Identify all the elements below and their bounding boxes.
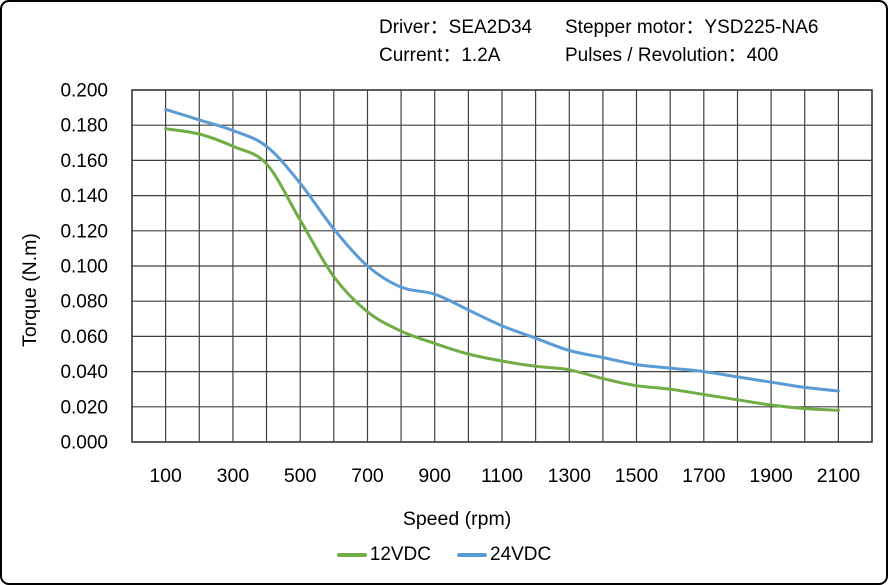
x-tick-label: 900 xyxy=(418,465,451,487)
motor-info: Stepper motor：YSD225-NA6 xyxy=(565,17,819,38)
series-line-12vdc xyxy=(164,127,840,412)
y-tick-label: 0.160 xyxy=(60,151,108,172)
y-tick-label: 0.040 xyxy=(60,362,108,383)
y-tick-label: 0.120 xyxy=(60,221,108,242)
chart-legend: 12VDC 24VDC xyxy=(2,545,886,565)
legend-swatch-12vdc xyxy=(336,553,367,557)
legend-label-12vdc: 12VDC xyxy=(369,544,431,565)
y-tick-label: 0.060 xyxy=(60,327,108,348)
x-tick-label: 100 xyxy=(149,465,182,487)
x-tick-label: 300 xyxy=(217,465,250,487)
y-tick-label: 0.140 xyxy=(60,186,108,207)
y-axis-title: Torque (N.m) xyxy=(19,233,41,347)
x-tick-label: 1100 xyxy=(481,465,523,487)
x-tick-label: 1900 xyxy=(749,465,793,487)
x-tick-label: 1700 xyxy=(682,465,726,487)
x-tick-label: 1500 xyxy=(615,465,659,487)
legend-item-12vdc: 12VDC xyxy=(336,544,431,565)
y-tick-label: 0.020 xyxy=(60,397,108,418)
x-tick-label: 2100 xyxy=(817,465,861,487)
x-tick-label: 1300 xyxy=(548,465,592,487)
legend-label-24vdc: 24VDC xyxy=(490,544,552,565)
y-tick-label: 0.200 xyxy=(60,81,108,102)
pulses-info: Pulses / Revolution：400 xyxy=(565,45,779,66)
driver-info: Driver：SEA2D34 xyxy=(379,17,533,38)
y-tick-label: 0.180 xyxy=(60,116,108,137)
current-info: Current：1.2A xyxy=(379,45,501,66)
y-tick-label: 0.000 xyxy=(60,433,108,454)
legend-swatch-24vdc xyxy=(457,553,487,557)
y-tick-label: 0.100 xyxy=(60,257,108,278)
x-tick-label: 500 xyxy=(284,465,317,487)
legend-item-24vdc: 24VDC xyxy=(457,545,551,565)
x-axis-title: Speed (rpm) xyxy=(403,508,511,530)
plot-area-border xyxy=(131,89,873,443)
chart-header: Driver：SEA2D34 Stepper motor：YSD225-NA6 … xyxy=(379,14,818,70)
series-line-24vdc xyxy=(164,107,840,393)
y-tick-label: 0.080 xyxy=(60,292,108,313)
x-tick-label: 700 xyxy=(351,465,384,487)
